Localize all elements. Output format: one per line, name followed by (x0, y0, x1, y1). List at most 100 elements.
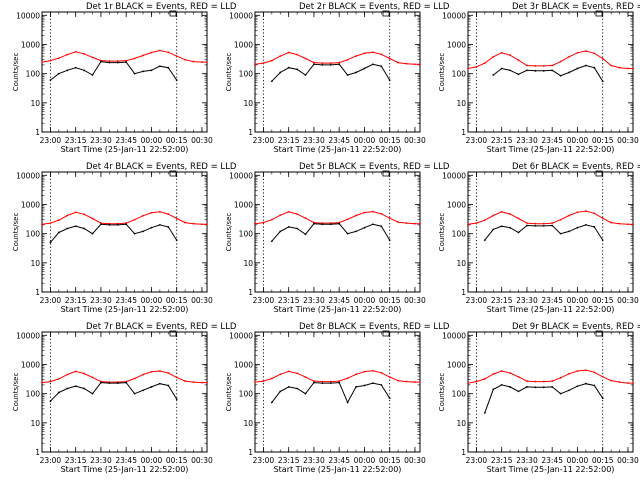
lld-series-point (618, 222, 621, 225)
events-series-point (133, 232, 136, 235)
chart-panel-6: Det 6r BLACK = Events, RED = LLD 1 10 100 10… (438, 162, 640, 314)
lld-series-point (467, 382, 469, 385)
events-series-point (167, 226, 170, 228)
lld-series-point (551, 380, 554, 382)
lld-series-point (388, 217, 391, 220)
x-tick-label: 23:00 (466, 296, 488, 305)
x-tick-label: 00:30 (404, 456, 426, 465)
events-series-point (158, 223, 161, 226)
y-tick-label: 10 (243, 419, 253, 428)
lld-series-point (91, 376, 94, 379)
y-axis-label: Counts/sec (12, 213, 20, 252)
events-series-point (338, 222, 341, 225)
events-series-point (601, 397, 604, 400)
chart-panel-2: Det 2r BLACK = Events, RED = LLD 1 10 100 10… (225, 2, 450, 154)
y-tick-label: 100 (26, 70, 41, 79)
lld-series-point (492, 214, 495, 217)
lld-series-point (593, 212, 596, 215)
events-series-point (576, 226, 579, 229)
events-series-point (83, 69, 85, 72)
events-series-point (158, 382, 161, 385)
events-series-point (500, 225, 503, 228)
lld-series-point (304, 217, 307, 220)
x-tick-label: 23:15 (491, 296, 513, 305)
lld-series-point (568, 214, 570, 217)
lld-series-point (142, 214, 144, 217)
x-tick-label: 00:15 (166, 456, 188, 465)
lld-series-point (184, 58, 187, 61)
events-series-point (279, 390, 282, 393)
chart-panel-8: Det 8r BLACK = Events, RED = LLD 1 10 100 10… (225, 322, 450, 474)
events-series-point (142, 70, 144, 73)
x-tick-label: 23:30 (90, 456, 112, 465)
lld-series-point (517, 217, 520, 220)
lld-series-point (509, 372, 511, 374)
events-series-point (49, 400, 52, 403)
lld-series-point (150, 51, 153, 54)
events-series-point (329, 63, 332, 66)
events-series-point (355, 71, 357, 74)
lld-series-point (296, 53, 298, 56)
lld-series-point (568, 372, 570, 375)
x-tick-label: 23:30 (516, 296, 538, 305)
y-tick-label: 1000 (21, 40, 40, 49)
lld-series-point (475, 66, 478, 68)
lld-series (41, 49, 207, 63)
lld-series-point (150, 370, 153, 373)
lld-series-point (632, 382, 634, 385)
events-series-point (483, 239, 486, 242)
plot-frame (467, 11, 634, 133)
lld-series-point (601, 217, 604, 220)
events-series-point (66, 69, 69, 72)
events-series-point (313, 63, 315, 66)
lld-series-point (551, 222, 554, 225)
lld-series-point (133, 57, 136, 60)
lld-series-point (338, 380, 341, 382)
events-series (271, 63, 391, 82)
plot-frame (467, 331, 634, 453)
lld-series-point (388, 376, 391, 378)
lld-series-point (467, 67, 469, 70)
lld-series (41, 370, 207, 384)
events-series-point (108, 382, 111, 385)
events-series-point (287, 66, 290, 69)
y-tick-label: 1 (35, 448, 40, 457)
legend-box (382, 330, 390, 337)
y-tick-label: 1 (461, 288, 466, 297)
lld-series-point (167, 213, 170, 215)
events-series-point (83, 387, 85, 390)
x-tick-label: 23:30 (516, 456, 538, 465)
chart-title: Det 5r BLACK = Events, RED = LLD (299, 162, 450, 172)
lld-series-point (175, 217, 178, 220)
y-tick-label: 1 (35, 288, 40, 297)
x-tick-label: 00:30 (404, 296, 426, 305)
events-series-point (568, 71, 570, 74)
events-series (484, 224, 604, 241)
chart-panel-1: Det 1r BLACK = Events, RED = LLD 1 10 100 10… (12, 2, 237, 154)
events-series-point (150, 226, 153, 229)
lld-series-point (627, 382, 629, 385)
lld-series-point (414, 381, 416, 383)
lld-series-point (419, 381, 421, 383)
events-series-point (74, 225, 77, 228)
events-series-point (380, 383, 383, 386)
lld-series-point (304, 57, 307, 60)
lld-series-point (66, 373, 69, 376)
x-tick-label: 00:15 (166, 136, 188, 145)
events-series-point (601, 80, 604, 83)
lld-series-point (593, 52, 596, 55)
lld-series-point (66, 214, 69, 217)
events-series-point (388, 397, 391, 400)
lld-series-point (610, 379, 613, 382)
y-tick-label: 1000 (234, 40, 253, 49)
events-series-point (100, 223, 102, 226)
lld-series-point (397, 61, 400, 64)
y-tick-label: 10 (30, 419, 40, 428)
events-series-point (296, 68, 298, 71)
events-series-point (125, 223, 128, 226)
events-series-point (74, 385, 77, 388)
x-tick-label: 23:00 (466, 136, 488, 145)
events-series-point (338, 381, 341, 384)
lld-series-point (116, 60, 119, 62)
